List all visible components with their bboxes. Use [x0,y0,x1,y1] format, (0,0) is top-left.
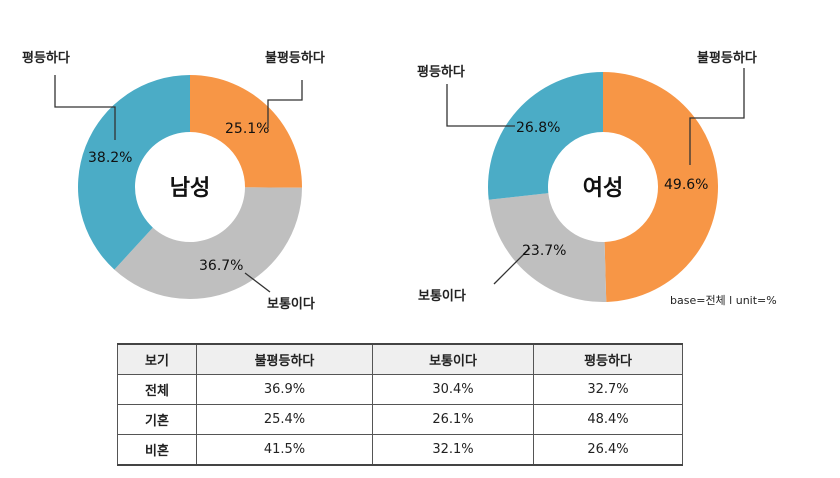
male-label-normal: 보통이다 [267,296,315,312]
table-cell: 26.4% [533,434,683,466]
female-label-normal: 보통이다 [418,288,466,304]
leader-line [267,80,303,128]
male-pct-unequal: 25.1% [225,121,269,137]
table-cell: 25.4% [196,404,373,435]
header-cell: 불평등하다 [196,343,373,375]
leader-line [54,75,116,140]
female-slice-1 [488,193,607,303]
leader-line [244,272,271,293]
leader-line [689,68,745,165]
table-cell: 26.1% [372,404,534,435]
female-center-title: 여성 [583,176,623,201]
male-label-unequal: 불평등하다 [265,50,325,66]
male-label-equal: 평등하다 [22,50,70,66]
row-header: 비혼 [117,434,197,466]
leader-line [493,247,531,285]
table-cell: 41.5% [196,434,373,466]
male-pct-normal: 36.7% [199,258,243,274]
table-cell: 32.7% [533,374,683,405]
female-slice-0 [603,72,719,302]
header-cell: 평등하다 [533,343,683,375]
male-slice-1 [114,187,302,300]
female-donut [488,72,719,303]
leader-line [446,84,515,127]
table-cell: 48.4% [533,404,683,435]
female-pct-unequal: 49.6% [664,177,708,193]
female-slice-2 [488,72,603,200]
header-cell: 보통이다 [372,343,534,375]
row-header: 전체 [117,374,197,405]
female-label-unequal: 불평등하다 [697,50,757,66]
table-row: 비혼 41.5% 32.1% 26.4% [117,434,683,466]
row-header: 기혼 [117,404,197,435]
header-cell: 보기 [117,343,197,375]
base-unit-note: base=전체 l unit=% [670,294,777,307]
female-pct-normal: 23.7% [522,243,566,259]
table-cell: 36.9% [196,374,373,405]
male-pct-equal: 38.2% [88,150,132,166]
table-row: 기혼 25.4% 26.1% 48.4% [117,404,683,435]
summary-table: 보기 불평등하다 보통이다 평등하다 전체 36.9% 30.4% 32.7% … [117,343,683,466]
table-row: 전체 36.9% 30.4% 32.7% [117,374,683,405]
male-center-title: 남성 [170,176,210,201]
table-header-row: 보기 불평등하다 보통이다 평등하다 [117,343,683,375]
female-label-equal: 평등하다 [417,64,465,80]
table-cell: 30.4% [372,374,534,405]
table-cell: 32.1% [372,434,534,466]
male-slice-0 [190,75,302,188]
male-donut [78,75,302,300]
female-pct-equal: 26.8% [516,120,560,136]
male-slice-2 [78,75,190,270]
